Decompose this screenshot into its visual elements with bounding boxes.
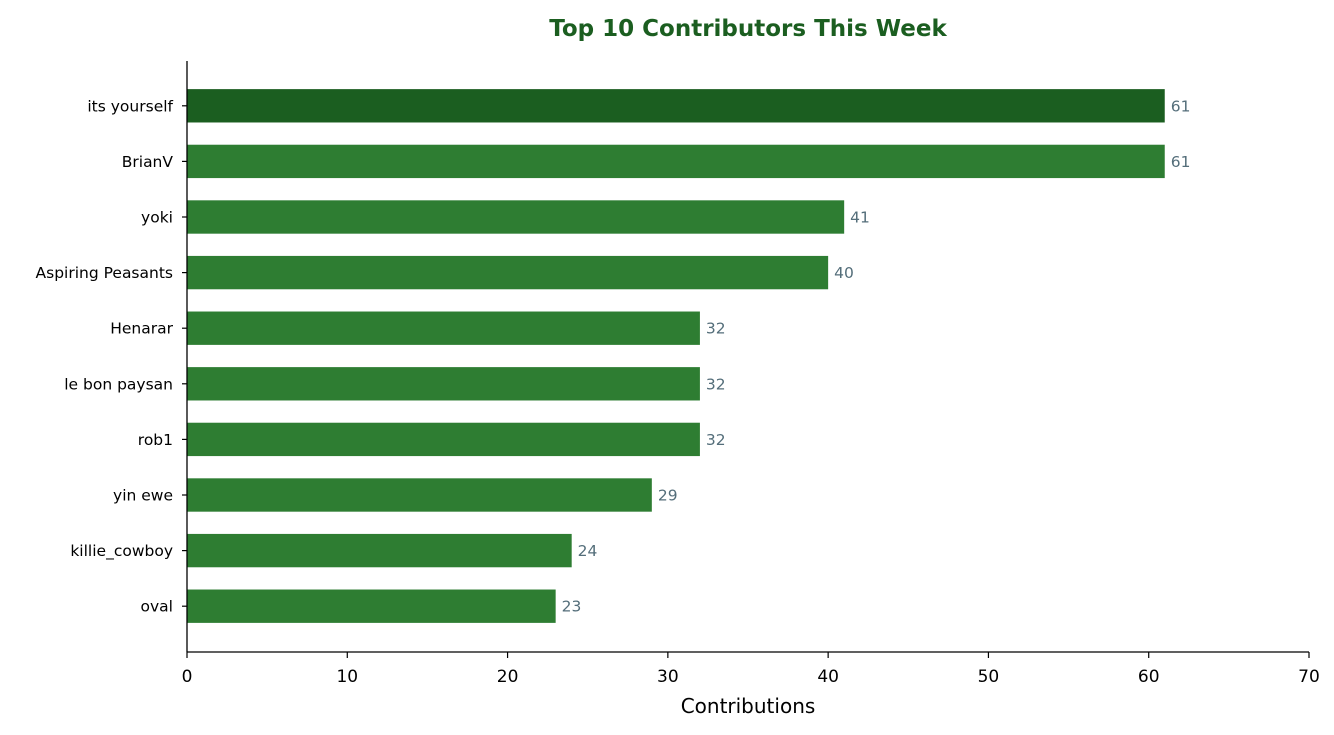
value-label-9: 24 — [578, 542, 598, 560]
value-label-7: 32 — [706, 431, 726, 449]
value-label-2: 61 — [1171, 153, 1191, 171]
category-label-6: le bon paysan — [64, 375, 173, 393]
bar-1 — [187, 89, 1165, 123]
x-tick-label-30: 30 — [657, 667, 679, 687]
y-axis: its yourself BrianV yoki Aspiring Peasants H… — [36, 61, 188, 652]
value-label-1: 61 — [1171, 97, 1191, 115]
x-tick-label-10: 10 — [336, 667, 358, 687]
value-label-8: 29 — [658, 487, 678, 505]
bar-6 — [187, 367, 700, 401]
value-label-10: 23 — [562, 598, 582, 616]
bar-9 — [187, 533, 572, 568]
category-label-2: BrianV — [122, 153, 174, 171]
bar-7 — [187, 422, 700, 457]
x-tick-label-40: 40 — [817, 667, 839, 687]
chart-title: Top 10 Contributors This Week — [549, 16, 947, 42]
category-label-4: Aspiring Peasants — [36, 264, 173, 282]
bar-10 — [187, 589, 556, 623]
x-tick-label-20: 20 — [497, 667, 519, 687]
category-label-5: Henarar — [110, 320, 173, 338]
bars-group — [187, 89, 1165, 623]
category-label-8: yin ewe — [113, 487, 173, 505]
category-label-9: killie_cowboy — [70, 542, 173, 561]
x-axis: 0 10 20 30 40 50 60 70 — [182, 651, 1320, 687]
bar-2 — [187, 144, 1165, 179]
value-label-4: 40 — [834, 264, 854, 282]
x-ticks-group: 0 10 20 30 40 50 60 70 — [182, 652, 1320, 687]
x-tick-label-60: 60 — [1138, 667, 1160, 687]
category-label-1: its yourself — [87, 97, 173, 115]
category-label-10: oval — [141, 598, 173, 616]
value-label-5: 32 — [706, 320, 726, 338]
bar-3 — [187, 200, 845, 234]
x-axis-title: Contributions — [681, 694, 816, 718]
x-tick-label-70: 70 — [1298, 667, 1320, 687]
value-label-3: 41 — [850, 209, 870, 227]
bar-5 — [187, 311, 700, 345]
value-labels-group: 61 61 41 40 32 32 32 29 24 23 — [562, 97, 1191, 615]
bar-8 — [187, 478, 652, 512]
bar-4 — [187, 255, 829, 290]
category-label-7: rob1 — [138, 431, 173, 449]
x-tick-label-50: 50 — [978, 667, 1000, 687]
category-label-3: yoki — [141, 209, 173, 227]
value-label-6: 32 — [706, 375, 726, 393]
y-ticks-group: its yourself BrianV yoki Aspiring Peasants H… — [36, 97, 187, 616]
x-tick-label-0: 0 — [182, 667, 193, 687]
